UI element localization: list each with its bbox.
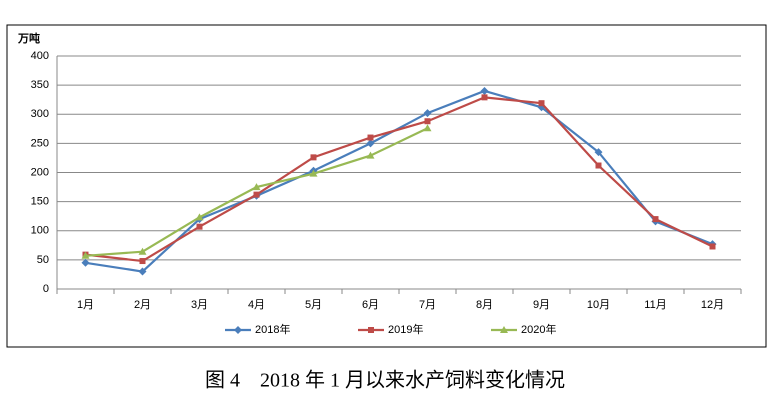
y-tick-label: 100 [31, 225, 49, 237]
marker [139, 258, 146, 265]
marker [481, 94, 488, 101]
x-tick-label: 5月 [305, 299, 322, 311]
marker [652, 216, 659, 223]
y-tick-label: 200 [31, 166, 49, 178]
marker [309, 169, 318, 177]
marker [424, 118, 431, 125]
marker [252, 183, 261, 191]
x-tick-label: 8月 [476, 299, 493, 311]
x-tick-label: 6月 [362, 299, 379, 311]
marker [538, 100, 545, 107]
marker [709, 243, 716, 250]
caption: 图 4 2018 年 1 月以来水产饲料变化情况 [205, 369, 565, 392]
marker [366, 151, 375, 159]
marker [367, 134, 374, 141]
marker [368, 327, 374, 333]
legend-label: 2020年 [521, 322, 556, 336]
y-tick-label: 400 [31, 50, 49, 62]
x-tick-label: 10月 [587, 299, 610, 311]
marker [595, 162, 602, 169]
marker [138, 247, 147, 255]
series-line [85, 96, 713, 263]
x-tick-label: 11月 [644, 299, 666, 311]
x-tick-label: 3月 [191, 299, 208, 311]
legend-label: 2018年 [255, 322, 290, 336]
marker [81, 258, 90, 267]
y-tick-label: 150 [31, 196, 49, 208]
y-tick-label: 250 [31, 137, 49, 149]
x-tick-label: 4月 [248, 299, 265, 311]
marker [253, 191, 260, 198]
y-tick-label: 300 [31, 108, 49, 120]
marker [423, 109, 432, 118]
x-tick-label: 7月 [419, 299, 436, 311]
marker [310, 154, 317, 161]
marker [594, 148, 603, 157]
x-tick-label: 2月 [134, 299, 151, 311]
x-tick-label: 9月 [533, 299, 550, 311]
series-line [85, 89, 713, 273]
y-tick-label: 0 [43, 283, 49, 295]
marker [480, 86, 489, 95]
chart-frame [6, 24, 767, 348]
x-tick-label: 1月 [77, 299, 94, 311]
y-tick-label: 50 [37, 254, 49, 266]
marker [196, 223, 203, 230]
marker [138, 267, 147, 276]
marker [366, 139, 375, 148]
legend-label: 2019年 [388, 322, 423, 336]
x-tick-label: 12月 [701, 299, 724, 311]
marker [81, 251, 90, 259]
marker [234, 326, 242, 334]
marker [423, 124, 432, 132]
y-axis-label: 万吨 [17, 31, 40, 45]
marker [500, 326, 508, 333]
y-tick-label: 350 [31, 79, 49, 91]
marker [195, 213, 204, 221]
